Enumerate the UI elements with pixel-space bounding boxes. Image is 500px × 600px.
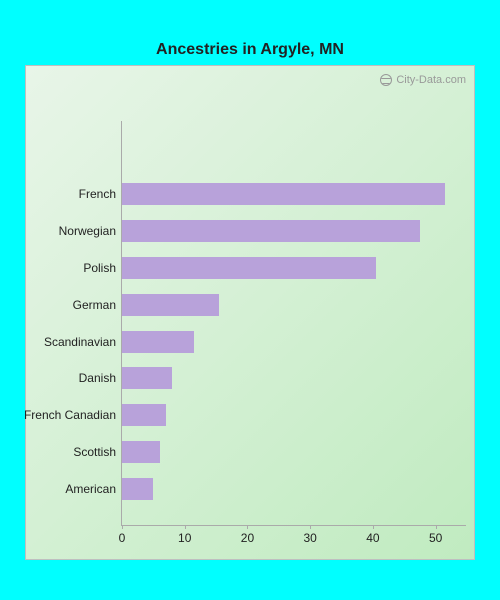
bar bbox=[122, 478, 153, 500]
y-axis-label: German bbox=[73, 298, 122, 312]
x-tick bbox=[436, 525, 437, 529]
x-tick bbox=[373, 525, 374, 529]
bar bbox=[122, 220, 420, 242]
bar bbox=[122, 294, 219, 316]
plot-area: FrenchNorwegianPolishGermanScandinavianD… bbox=[121, 121, 466, 526]
x-axis-label: 50 bbox=[429, 531, 442, 545]
chart-frame: City-Data.com FrenchNorwegianPolishGerma… bbox=[25, 65, 475, 560]
chart-title: Ancestries in Argyle, MN bbox=[156, 41, 344, 59]
y-axis-label: French bbox=[79, 187, 122, 201]
y-axis-label: Norwegian bbox=[59, 224, 122, 238]
x-axis-label: 30 bbox=[303, 531, 316, 545]
bar bbox=[122, 441, 160, 463]
bar bbox=[122, 367, 172, 389]
bar bbox=[122, 404, 166, 426]
x-axis-label: 40 bbox=[366, 531, 379, 545]
globe-icon bbox=[380, 74, 392, 86]
x-tick bbox=[247, 525, 248, 529]
watermark-text: City-Data.com bbox=[396, 74, 466, 86]
x-axis-label: 0 bbox=[119, 531, 126, 545]
bar bbox=[122, 331, 194, 353]
x-tick bbox=[122, 525, 123, 529]
watermark: City-Data.com bbox=[380, 74, 466, 86]
bar bbox=[122, 257, 376, 279]
bar bbox=[122, 183, 445, 205]
y-axis-label: Polish bbox=[83, 261, 122, 275]
y-axis-label: Danish bbox=[79, 371, 122, 385]
x-tick bbox=[310, 525, 311, 529]
y-axis-label: Scottish bbox=[73, 445, 122, 459]
y-axis-label: American bbox=[65, 482, 122, 496]
y-axis-label: Scandinavian bbox=[44, 335, 122, 349]
x-axis-label: 20 bbox=[241, 531, 254, 545]
x-tick bbox=[185, 525, 186, 529]
x-axis-label: 10 bbox=[178, 531, 191, 545]
y-axis-label: French Canadian bbox=[24, 408, 122, 422]
